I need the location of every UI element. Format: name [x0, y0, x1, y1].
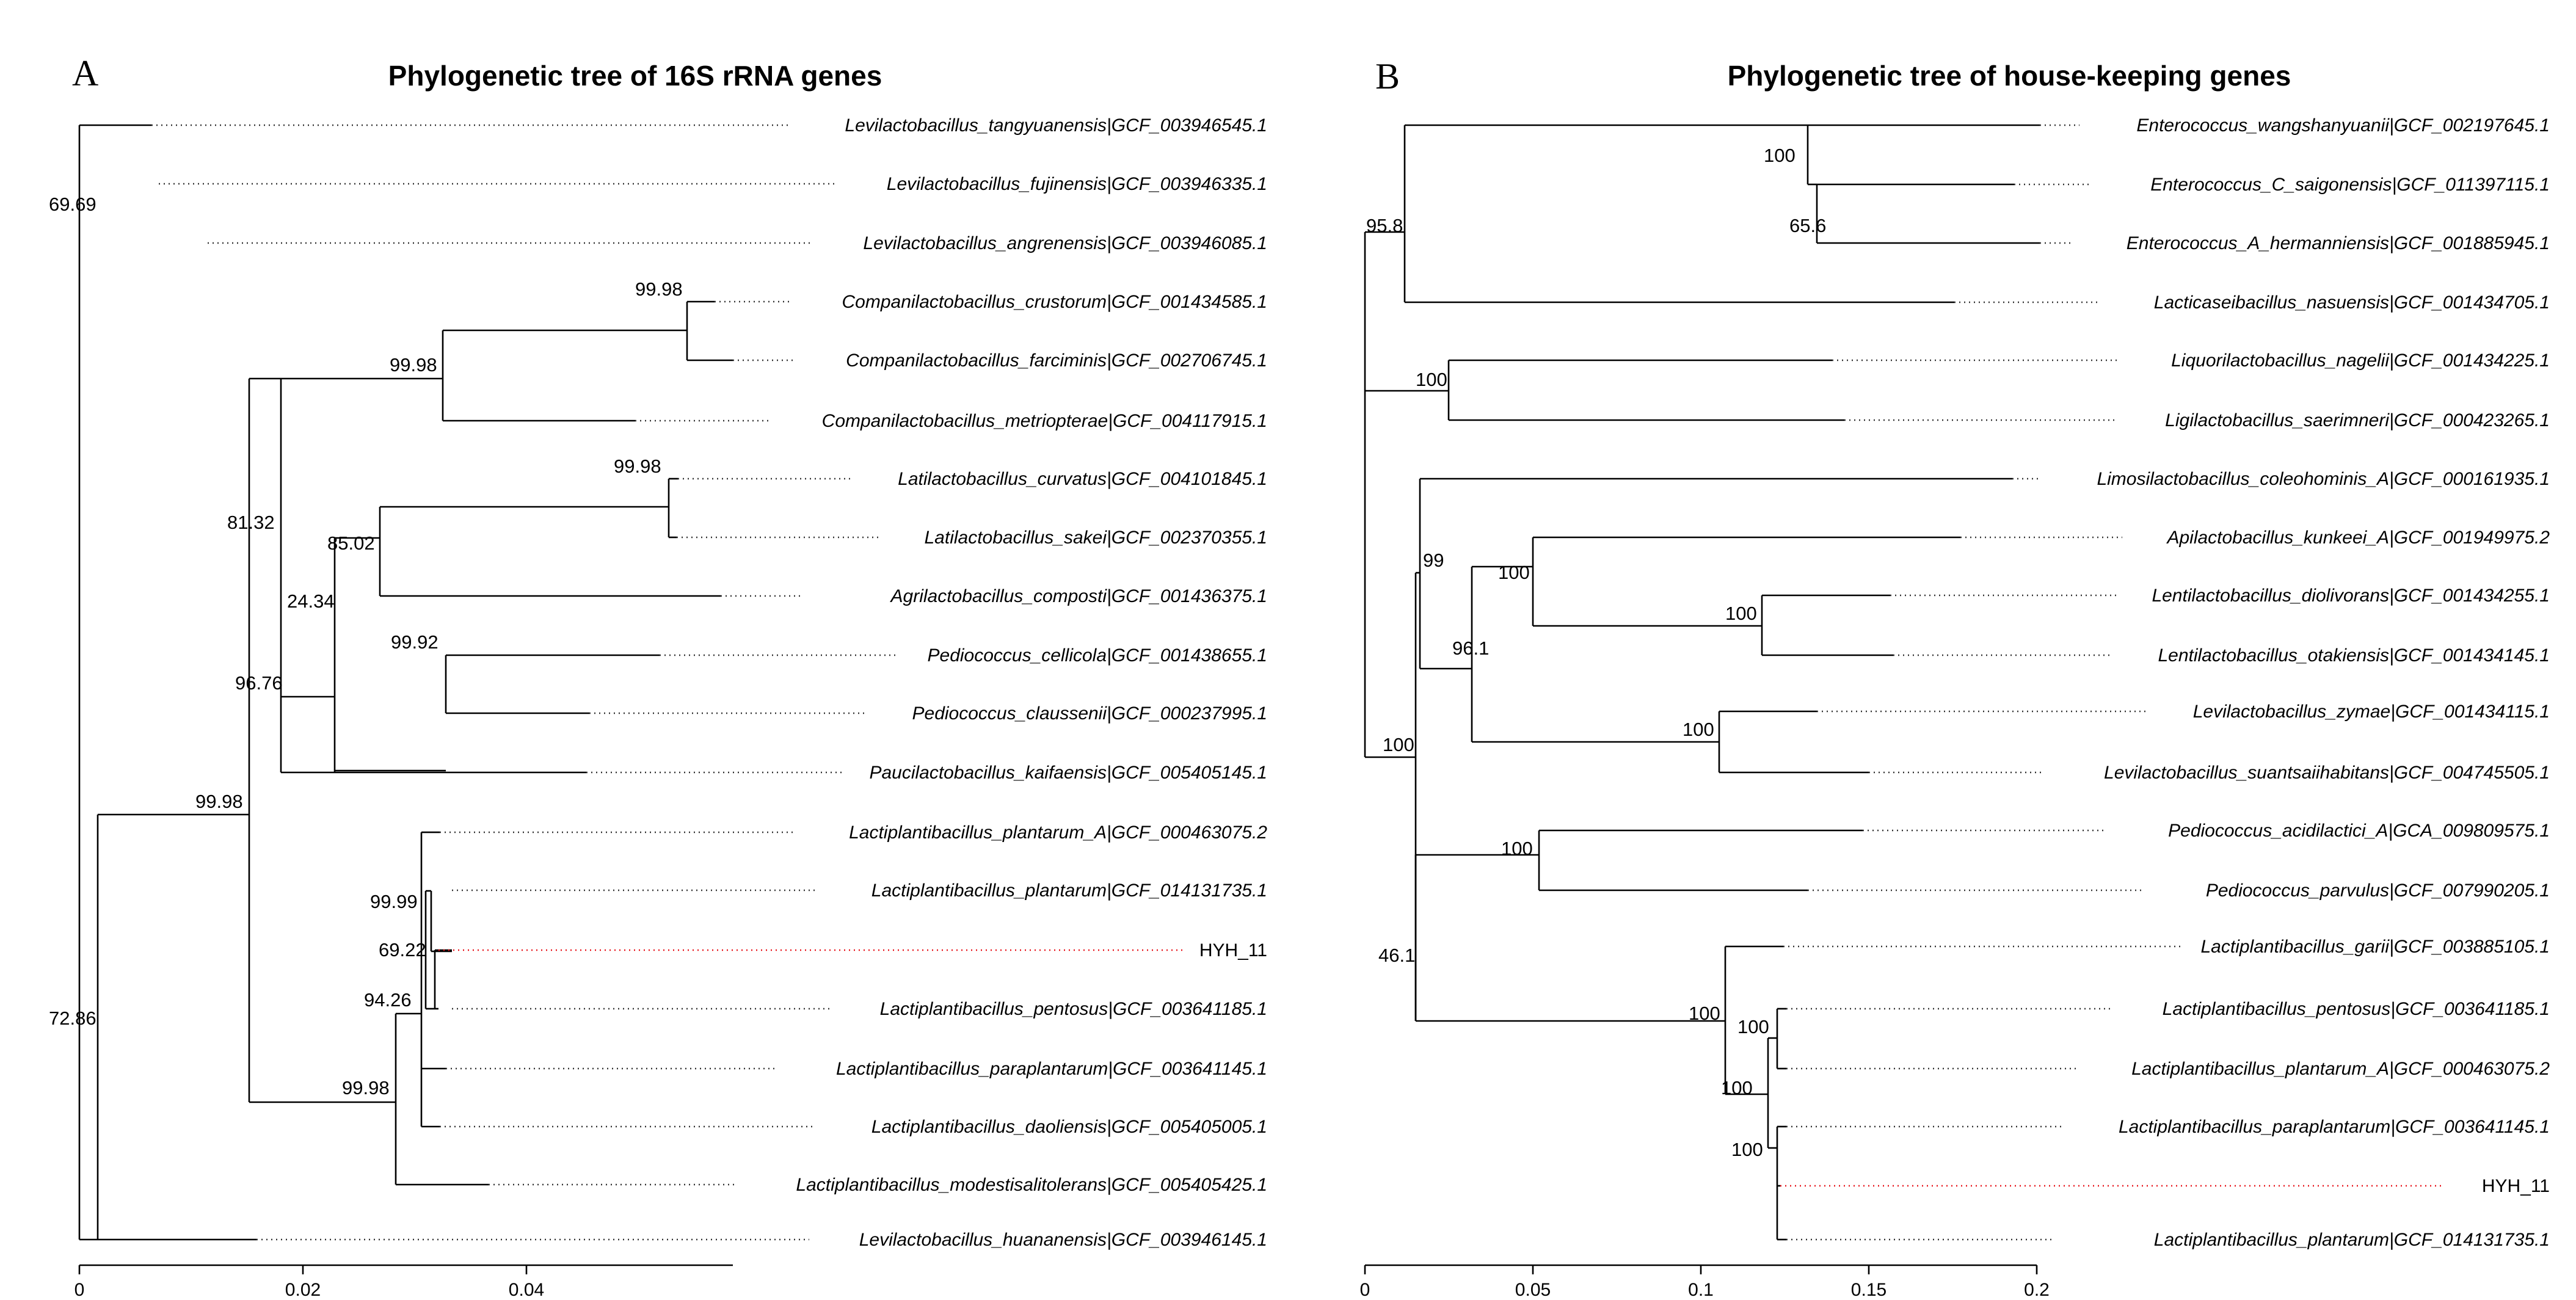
leaf-label: Lactiplantibacillus_pentosus|GCF_0036411…: [880, 999, 1267, 1019]
bootstrap-value: 99.98: [390, 354, 437, 376]
leaf-label: Limosilactobacillus_coleohominis_A|GCF_0…: [2097, 469, 2550, 489]
bootstrap-value: 96.76: [235, 672, 283, 694]
axis-tick-label: 0.2: [2024, 1280, 2050, 1300]
bootstrap-value: 99.98: [342, 1077, 390, 1098]
axis-tick-label: 0.1: [1688, 1280, 1714, 1300]
leaf-label: Apilactobacillus_kunkeei_A|GCF_001949975…: [2166, 528, 2550, 548]
panel-a: A Phylogenetic tree of 16S rRNA genes: [49, 53, 1267, 1300]
leaf-label: Lactiplantibacillus_plantarum_A|GCF_0004…: [849, 822, 1267, 843]
leaf-label: Lactiplantibacillus_plantarum|GCF_014131…: [871, 881, 1267, 901]
bootstrap-value: 100: [1683, 719, 1714, 740]
leaf-label: Lactiplantibacillus_paraplantarum|GCF_00…: [2119, 1117, 2550, 1137]
tree-a-leader-lines: [151, 124, 897, 1241]
bootstrap-value: 99.98: [195, 791, 243, 812]
leaf-label: Latilactobacillus_sakei|GCF_002370355.1: [925, 528, 1268, 548]
bootstrap-value: 81.32: [227, 512, 275, 533]
tree-b-bootstrap-values: 95.8 100 65.6 100 100 99 100 100 96.1 10…: [1366, 145, 1826, 1160]
bootstrap-value: 72.86: [49, 1008, 96, 1029]
bootstrap-value: 24.34: [287, 590, 335, 612]
bootstrap-value: 100: [1498, 562, 1530, 583]
bootstrap-value: 100: [1764, 145, 1796, 166]
tree-a-scale-axis: 0 0.02 0.04: [75, 1264, 733, 1300]
leaf-label: Levilactobacillus_suantsaiihabitans|GCF_…: [2104, 763, 2550, 783]
bootstrap-value: 94.26: [364, 989, 412, 1011]
bootstrap-value: 65.6: [1789, 215, 1826, 236]
leaf-label: Companilactobacillus_crustorum|GCF_00143…: [842, 292, 1267, 312]
bootstrap-value: 100: [1383, 734, 1414, 755]
bootstrap-value: 99.99: [370, 891, 418, 912]
panel-a-label: A: [72, 53, 98, 93]
bootstrap-value: 99.98: [635, 278, 683, 300]
panel-a-title: Phylogenetic tree of 16S rRNA genes: [388, 60, 882, 92]
bootstrap-value: 99: [1423, 550, 1444, 571]
leaf-label: Lactiplantibacillus_plantarum_A|GCF_0004…: [2131, 1059, 2550, 1079]
leaf-label: Lactiplantibacillus_pentosus|GCF_0036411…: [2163, 999, 2550, 1019]
leaf-label: Lacticaseibacillus_nasuensis|GCF_0014347…: [2154, 292, 2550, 313]
leaf-label: Lactiplantibacillus_modestisalitolerans|…: [796, 1175, 1267, 1195]
bootstrap-value: 100: [1737, 1016, 1769, 1037]
bootstrap-value: 100: [1416, 369, 1447, 390]
tree-a-branches: [78, 124, 733, 1241]
axis-tick-label: 0.04: [509, 1280, 544, 1300]
leaf-label: Levilactobacillus_fujinensis|GCF_0039463…: [887, 174, 1267, 194]
leaf-label: Ligilactobacillus_saerimneri|GCF_0004232…: [2165, 410, 2550, 430]
tree-b-leaf-labels: Enterococcus_wangshanyuanii|GCF_00219764…: [2097, 115, 2550, 1250]
tree-a-leaf-labels: Levilactobacillus_tangyuanensis|GCF_0039…: [796, 115, 1267, 1250]
bootstrap-value: 85.02: [327, 532, 375, 554]
leaf-label: Enterococcus_wangshanyuanii|GCF_00219764…: [2136, 115, 2550, 136]
leaf-label: Paucilactobacillus_kaifaensis|GCF_005405…: [869, 763, 1267, 783]
leaf-label: Liquorilactobacillus_nagelii|GCF_0014342…: [2171, 350, 2550, 371]
leaf-label: Agrilactobacillus_composti|GCF_001436375…: [890, 586, 1267, 606]
axis-tick-label: 0: [75, 1280, 85, 1300]
leaf-label: Levilactobacillus_zymae|GCF_001434115.1: [2193, 702, 2550, 722]
bootstrap-value: 69.69: [49, 194, 96, 215]
leaf-label: Pediococcus_claussenii|GCF_000237995.1: [912, 703, 1268, 724]
bootstrap-value: 95.8: [1366, 215, 1403, 236]
bootstrap-value: 100: [1725, 603, 1757, 624]
leaf-label: Lactiplantibacillus_garii|GCF_003885105.…: [2201, 937, 2550, 957]
bootstrap-value: 96.1: [1452, 637, 1489, 659]
leaf-label: Levilactobacillus_angrenensis|GCF_003946…: [863, 233, 1267, 253]
bootstrap-value: 99.98: [614, 456, 661, 477]
tree-b-scale-axis: 0 0.05 0.1 0.15 0.2: [1360, 1264, 2050, 1300]
axis-tick-label: 0.15: [1851, 1280, 1887, 1300]
panel-b: B Phylogenetic tree of house-keeping gen…: [1360, 56, 2550, 1300]
bootstrap-value: 99.92: [391, 631, 438, 653]
leaf-label: Levilactobacillus_tangyuanensis|GCF_0039…: [845, 115, 1267, 136]
leaf-label: Enterococcus_C_saigonensis|GCF_011397115…: [2150, 175, 2550, 195]
tree-b-leader-lines: [1783, 124, 2181, 1241]
leaf-label: Lactiplantibacillus_daoliensis|GCF_00540…: [871, 1117, 1267, 1137]
bootstrap-value: 69.22: [379, 939, 426, 960]
leaf-label: Lentilactobacillus_otakiensis|GCF_001434…: [2158, 645, 2550, 666]
leaf-label: Lactiplantibacillus_paraplantarum|GCF_00…: [836, 1059, 1267, 1079]
panel-b-label: B: [1375, 56, 1400, 96]
leaf-label: Companilactobacillus_metriopterae|GCF_00…: [822, 411, 1267, 431]
leaf-label: Latilactobacillus_curvatus|GCF_004101845…: [898, 469, 1267, 489]
leaf-label: Levilactobacillus_huananensis|GCF_003946…: [859, 1230, 1267, 1250]
leaf-label: Lactiplantibacillus_plantarum|GCF_014131…: [2154, 1230, 2550, 1250]
leaf-label: Pediococcus_acidilactici_A|GCA_009809575…: [2168, 821, 2550, 841]
leaf-label: Pediococcus_parvulus|GCF_007990205.1: [2206, 881, 2550, 901]
axis-tick-label: 0: [1360, 1280, 1370, 1300]
axis-tick-label: 0.02: [285, 1280, 321, 1300]
leaf-label: Lentilactobacillus_diolivorans|GCF_00143…: [2152, 586, 2550, 606]
tree-b-branches: [1364, 124, 2040, 1241]
bootstrap-value: 46.1: [1378, 945, 1415, 966]
bootstrap-value: 100: [1731, 1139, 1763, 1160]
leaf-label-hyh11: HYH_11: [1199, 940, 1267, 960]
leaf-label-hyh11: HYH_11: [2482, 1176, 2550, 1196]
bootstrap-value: 100: [1501, 838, 1533, 859]
leaf-label: Enterococcus_A_hermanniensis|GCF_0018859…: [2127, 233, 2550, 253]
leaf-label: Companilactobacillus_farciminis|GCF_0027…: [846, 350, 1267, 371]
bootstrap-value: 100: [1689, 1003, 1720, 1024]
leaf-label: Pediococcus_cellicola|GCF_001438655.1: [928, 645, 1267, 666]
axis-tick-label: 0.05: [1515, 1280, 1551, 1300]
bootstrap-value: 100: [1721, 1077, 1753, 1098]
tree-a-bootstrap-values: 72.86 69.69 99.98 81.32 99.98 99.98 96.7…: [49, 194, 683, 1098]
panel-b-title: Phylogenetic tree of house-keeping genes: [1728, 60, 2291, 92]
